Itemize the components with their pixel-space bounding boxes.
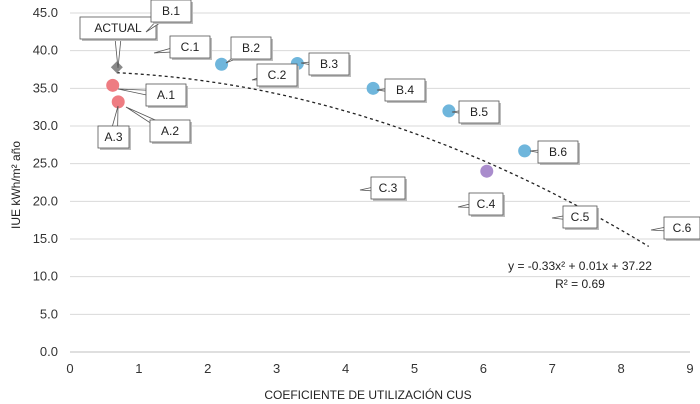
callouts: ACTUAL B.1 C.1 B.2 C.2 B.3 B.4 A.1 B.5 A.3 A.2 B.6 C… [79, 0, 700, 241]
callout-b-5: B.5 [451, 100, 501, 125]
callout-label: A.1 [157, 88, 175, 102]
x-axis-ticks: 0 1 2 3 4 5 6 7 8 9 [66, 361, 693, 376]
callout-label: A.3 [104, 130, 122, 144]
trend-equation-text: y = -0.33x² + 0.01x + 37.22 [508, 259, 652, 273]
callout-label: C.1 [181, 40, 200, 54]
data-point-b-5 [442, 104, 456, 118]
x-tick-label: 8 [617, 361, 624, 376]
callout-actual: ACTUAL [79, 16, 158, 69]
callout-b-6: B.6 [529, 140, 580, 165]
callout-c-5: C.5 [551, 205, 599, 230]
data-point-a-2 [111, 95, 125, 109]
x-tick-label: 9 [686, 361, 693, 376]
callout-b-4: B.4 [376, 78, 427, 103]
callout-label: A.2 [161, 124, 179, 138]
callout-label: B.1 [162, 4, 180, 18]
callout-c-6: C.6 [650, 216, 700, 241]
x-tick-label: 1 [135, 361, 142, 376]
x-tick-label: 4 [342, 361, 349, 376]
callout-label: B.4 [396, 83, 414, 97]
x-tick-label: 2 [204, 361, 211, 376]
callout-a-2: A.2 [125, 106, 192, 144]
trendline [116, 72, 650, 247]
callout-label: ACTUAL [94, 21, 142, 35]
callout-a-3: A.3 [97, 105, 131, 150]
callout-c-4: C.4 [457, 192, 505, 217]
callout-b-1: B.1 [145, 0, 193, 33]
callout-label: B.5 [470, 105, 488, 119]
callout-a-1: A.1 [117, 83, 188, 108]
data-points [106, 26, 532, 178]
y-tick-label: 40.0 [33, 43, 58, 58]
x-axis-title: COEFICIENTE DE UTILIZACIÓN CUS [264, 387, 471, 402]
y-tick-label: 5.0 [40, 306, 58, 321]
y-tick-label: 10.0 [33, 269, 58, 284]
y-tick-label: 35.0 [33, 80, 58, 95]
y-tick-label: 25.0 [33, 156, 58, 171]
x-tick-label: 5 [411, 361, 418, 376]
y-tick-label: 20.0 [33, 193, 58, 208]
x-tick-label: 3 [273, 361, 280, 376]
y-tick-label: 30.0 [33, 118, 58, 133]
callout-label: C.3 [379, 181, 398, 195]
trend-r-squared: R² = 0.69 [555, 277, 605, 291]
data-point-actual [110, 61, 123, 74]
callout-label: C.6 [673, 221, 692, 235]
callout-b-2: B.2 [225, 36, 273, 64]
y-axis-title: IUE kWh/m² año [9, 141, 23, 229]
callout-c-1: C.1 [153, 35, 212, 60]
callout-c-2: C.2 [251, 63, 299, 88]
y-tick-label: 0.0 [40, 344, 58, 359]
data-point-b-6 [518, 144, 532, 158]
data-point-c-4 [480, 164, 494, 178]
trend-equation: y = -0.33x² + 0.01x + 37.22 R² = 0.69 [508, 259, 652, 291]
callout-label: C.2 [268, 68, 287, 82]
x-tick-label: 6 [480, 361, 487, 376]
callout-c-3: C.3 [359, 176, 407, 201]
x-tick-label: 7 [549, 361, 556, 376]
data-point-b-2 [215, 57, 229, 71]
y-axis-ticks: 0.0 5.0 10.0 15.0 20.0 25.0 30.0 35.0 40.0 45.0 [33, 5, 58, 359]
x-tick-label: 0 [66, 361, 73, 376]
callout-label: B.6 [549, 145, 567, 159]
callout-label: C.5 [571, 210, 590, 224]
callout-label: B.3 [320, 57, 338, 71]
callout-b-3: B.3 [300, 52, 351, 77]
y-tick-label: 15.0 [33, 231, 58, 246]
y-tick-label: 45.0 [33, 5, 58, 20]
data-point-a-1 [106, 78, 120, 92]
callout-label: C.4 [477, 197, 496, 211]
callout-label: B.2 [242, 41, 260, 55]
data-point-b-4 [366, 81, 380, 95]
